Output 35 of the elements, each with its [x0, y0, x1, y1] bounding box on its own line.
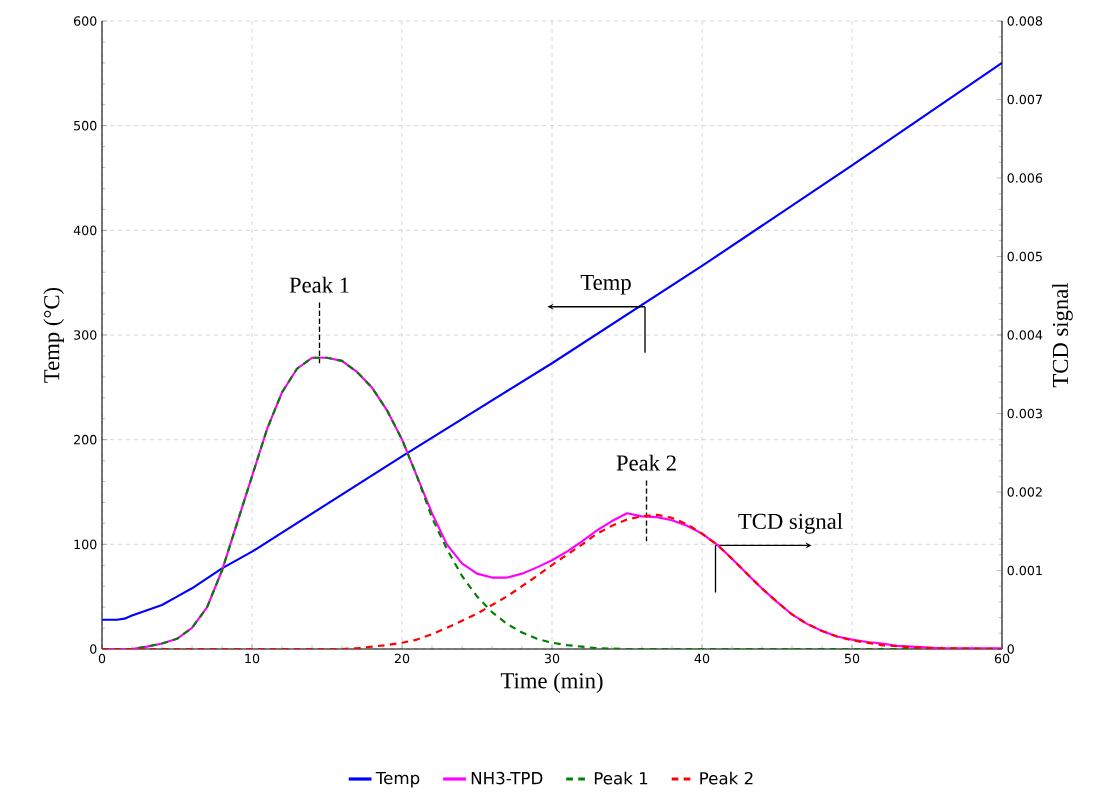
y2-tick-label: 0.001	[1007, 565, 1042, 576]
y-tick-label: 0	[90, 644, 97, 654]
annotation: Peak 2	[616, 454, 676, 471]
x-tick-label: 0	[98, 653, 106, 664]
y-tick-label: 400	[73, 225, 97, 236]
legend-label: Peak 1	[594, 771, 648, 785]
y2-tick-label: 0	[1007, 644, 1014, 654]
legend-label: Temp	[375, 771, 420, 788]
y2-tick-label: 0.003	[1007, 408, 1042, 419]
y-tick-label: 500	[74, 120, 97, 131]
y2-tick-label: 0.006	[1007, 173, 1043, 183]
y-tick-label: 200	[74, 434, 97, 445]
y2-tick-label: 0.005	[1007, 251, 1042, 262]
line-series	[102, 61, 1002, 621]
y2-axis-title: TCD signal	[1052, 282, 1073, 388]
x-tick-label: 50	[844, 653, 860, 664]
legend-label: NH3-TPD	[471, 771, 543, 785]
y-tick-label: 600	[73, 16, 97, 26]
x-tick-label: 10	[245, 653, 260, 664]
x-axis-title: Time (min)	[500, 672, 603, 694]
y2-tick-label: 0.004	[1007, 330, 1043, 340]
legend-label: Peak 2	[700, 771, 753, 785]
x-tick-label: 20	[394, 653, 410, 664]
y-axis-title: Temp (°C)	[43, 287, 64, 383]
y-tick-label: 300	[74, 330, 97, 340]
x-tick-label: 60	[994, 653, 1010, 664]
y2-tick-label: 0.007	[1007, 94, 1042, 105]
annotation: Temp	[580, 274, 631, 295]
annotation: TCD signal	[738, 513, 843, 534]
y2-tick-label: 0.008	[1007, 16, 1043, 26]
annotation: Peak 1	[289, 276, 349, 293]
x-tick-label: 30	[544, 653, 560, 664]
y-tick-label: 100	[74, 539, 97, 550]
x-tick-label: 40	[694, 653, 710, 664]
y2-tick-label: 0.002	[1007, 487, 1042, 497]
